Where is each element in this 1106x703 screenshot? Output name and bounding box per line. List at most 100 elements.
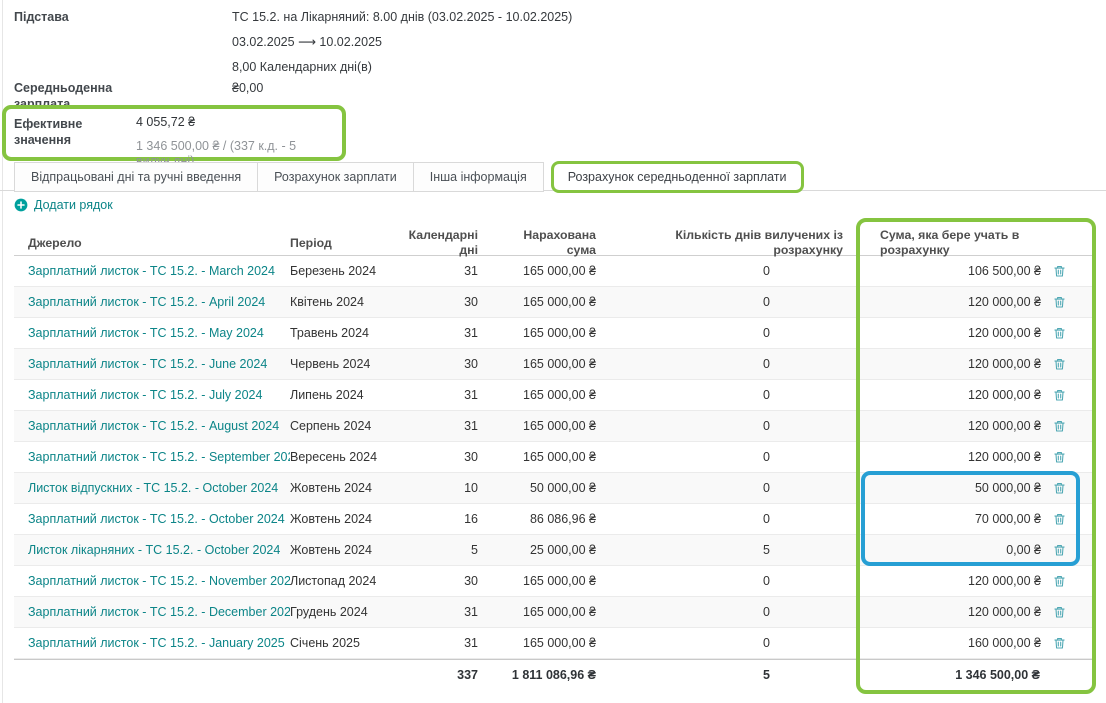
trash-icon[interactable] bbox=[1053, 326, 1066, 340]
period-cell: Серпень 2024 bbox=[290, 418, 372, 433]
accrued-sum-cell: 165 000,00 ₴ bbox=[523, 294, 596, 309]
table-row[interactable]: Зарплатний листок - ТС 15.2. - March 202… bbox=[14, 256, 1092, 287]
source-link[interactable]: Зарплатний листок - ТС 15.2. - October 2… bbox=[28, 511, 285, 526]
calendar-days-cell: 16 bbox=[464, 511, 478, 526]
header-included-sum: Сума, яка бере учать в розрахунку bbox=[880, 228, 1020, 257]
table-row[interactable]: Зарплатний листок - ТС 15.2. - December … bbox=[14, 597, 1092, 628]
source-link[interactable]: Зарплатний листок - ТС 15.2. - July 2024 bbox=[28, 387, 263, 402]
period-cell: Квітень 2024 bbox=[290, 294, 364, 309]
accrued-sum-cell: 50 000,00 ₴ bbox=[529, 480, 596, 495]
excluded-days-cell: 0 bbox=[763, 356, 770, 371]
tab-3[interactable]: Розрахунок середньоденної зарплати bbox=[550, 161, 804, 193]
calendar-days-cell: 31 bbox=[464, 263, 478, 278]
total-included-sum: 1 346 500,00 ₴ bbox=[955, 667, 1040, 682]
table-row[interactable]: Листок відпускних - ТС 15.2. - October 2… bbox=[14, 473, 1092, 504]
period-cell: Вересень 2024 bbox=[290, 449, 378, 464]
excluded-days-cell: 0 bbox=[763, 449, 770, 464]
calendar-days-cell: 31 bbox=[464, 387, 478, 402]
table-totals-row: 337 1 811 086,96 ₴ 5 1 346 500,00 ₴ bbox=[14, 659, 1092, 690]
table-row[interactable]: Зарплатний листок - ТС 15.2. - November … bbox=[14, 566, 1092, 597]
table-row[interactable]: Зарплатний листок - ТС 15.2. - July 2024… bbox=[14, 380, 1092, 411]
trash-icon[interactable] bbox=[1053, 543, 1066, 557]
included-sum-cell: 120 000,00 ₴ bbox=[968, 387, 1041, 402]
period-cell: Жовтень 2024 bbox=[290, 511, 372, 526]
add-row-label: Додати рядок bbox=[34, 198, 113, 212]
tab-2[interactable]: Інша інформація bbox=[412, 162, 544, 192]
trash-icon[interactable] bbox=[1053, 636, 1066, 650]
table-row[interactable]: Зарплатний листок - ТС 15.2. - October 2… bbox=[14, 504, 1092, 535]
included-sum-cell: 120 000,00 ₴ bbox=[968, 573, 1041, 588]
table-row[interactable]: Зарплатний листок - ТС 15.2. - January 2… bbox=[14, 628, 1092, 659]
source-link[interactable]: Зарплатний листок - ТС 15.2. - April 202… bbox=[28, 294, 266, 309]
table-row[interactable]: Зарплатний листок - ТС 15.2. - August 20… bbox=[14, 411, 1092, 442]
excluded-days-cell: 0 bbox=[763, 263, 770, 278]
trash-icon[interactable] bbox=[1053, 419, 1066, 433]
included-sum-cell: 160 000,00 ₴ bbox=[968, 635, 1041, 650]
source-link[interactable]: Зарплатний листок - ТС 15.2. - March 202… bbox=[28, 263, 275, 278]
excluded-days-cell: 0 bbox=[763, 325, 770, 340]
trash-icon[interactable] bbox=[1053, 512, 1066, 526]
excluded-days-cell: 0 bbox=[763, 387, 770, 402]
notebook-tabs: Відпрацьовані дні та ручні введення Розра… bbox=[14, 161, 804, 193]
table-row[interactable]: Зарплатний листок - ТС 15.2. - June 2024… bbox=[14, 349, 1092, 380]
total-excluded-days: 5 bbox=[763, 667, 770, 682]
table-row[interactable]: Зарплатний листок - ТС 15.2. - September… bbox=[14, 442, 1092, 473]
table-row[interactable]: Зарплатний листок - ТС 15.2. - May 2024 … bbox=[14, 318, 1092, 349]
tab-label: Розрахунок зарплати bbox=[274, 170, 397, 184]
calendar-days-cell: 31 bbox=[464, 604, 478, 619]
period-cell: Грудень 2024 bbox=[290, 604, 368, 619]
annotation-effective-value-box: Ефективне значення 4 055,72 ₴ 1 346 500,… bbox=[2, 105, 346, 168]
period-cell: Жовтень 2024 bbox=[290, 480, 372, 495]
tab-0[interactable]: Відпрацьовані дні та ручні введення bbox=[14, 162, 259, 192]
excluded-days-cell: 0 bbox=[763, 480, 770, 495]
source-link[interactable]: Зарплатний листок - ТС 15.2. - August 20… bbox=[28, 418, 280, 433]
trash-icon[interactable] bbox=[1053, 295, 1066, 309]
excluded-days-cell: 0 bbox=[763, 511, 770, 526]
included-sum-cell: 120 000,00 ₴ bbox=[968, 325, 1041, 340]
source-link[interactable]: Листок лікарняних - ТС 15.2. - October 2… bbox=[28, 542, 281, 557]
accrued-sum-cell: 86 086,96 ₴ bbox=[529, 511, 596, 526]
header-excluded-days: Кількість днів вилучених із розрахунку bbox=[675, 228, 843, 257]
table-row[interactable]: Листок лікарняних - ТС 15.2. - October 2… bbox=[14, 535, 1092, 566]
calendar-days-value: 8,00 Календарних дні(в) bbox=[232, 60, 372, 74]
source-link[interactable]: Листок відпускних - ТС 15.2. - October 2… bbox=[28, 480, 279, 495]
period-cell: Липень 2024 bbox=[290, 387, 364, 402]
trash-icon[interactable] bbox=[1053, 481, 1066, 495]
calendar-days-cell: 30 bbox=[464, 449, 478, 464]
source-link[interactable]: Зарплатний листок - ТС 15.2. - May 2024 bbox=[28, 325, 264, 340]
table-body: Зарплатний листок - ТС 15.2. - March 202… bbox=[14, 256, 1092, 659]
trash-icon[interactable] bbox=[1053, 605, 1066, 619]
source-link[interactable]: Зарплатний листок - ТС 15.2. - December … bbox=[28, 604, 290, 619]
period-cell: Жовтень 2024 bbox=[290, 542, 372, 557]
source-link[interactable]: Зарплатний листок - ТС 15.2. - June 2024 bbox=[28, 356, 268, 371]
period-cell: Листопад 2024 bbox=[290, 573, 377, 588]
header-period: Період bbox=[290, 235, 332, 250]
tab-label: Розрахунок середньоденної зарплати bbox=[567, 170, 787, 184]
tab-1[interactable]: Розрахунок зарплати bbox=[257, 162, 414, 192]
source-link[interactable]: Зарплатний листок - ТС 15.2. - September… bbox=[28, 449, 290, 464]
header-source: Джерело bbox=[28, 235, 82, 250]
trash-icon[interactable] bbox=[1053, 574, 1066, 588]
included-sum-cell: 120 000,00 ₴ bbox=[968, 449, 1041, 464]
accrued-sum-cell: 165 000,00 ₴ bbox=[523, 387, 596, 402]
source-link[interactable]: Зарплатний листок - ТС 15.2. - January 2… bbox=[28, 635, 285, 650]
header-accrued-sum: Нарахована сума bbox=[523, 228, 596, 257]
excluded-days-cell: 0 bbox=[763, 604, 770, 619]
trash-icon[interactable] bbox=[1053, 357, 1066, 371]
tab-label: Інша інформація bbox=[429, 170, 527, 184]
table-row[interactable]: Зарплатний листок - ТС 15.2. - April 202… bbox=[14, 287, 1092, 318]
accrued-sum-cell: 165 000,00 ₴ bbox=[523, 325, 596, 340]
trash-icon[interactable] bbox=[1053, 388, 1066, 402]
calendar-days-cell: 30 bbox=[464, 294, 478, 309]
effective-value: 4 055,72 ₴ bbox=[136, 115, 196, 129]
source-link[interactable]: Зарплатний листок - ТС 15.2. - November … bbox=[28, 573, 290, 588]
accrued-sum-cell: 165 000,00 ₴ bbox=[523, 356, 596, 371]
included-sum-cell: 0,00 ₴ bbox=[1006, 542, 1041, 557]
accrued-sum-cell: 165 000,00 ₴ bbox=[523, 418, 596, 433]
trash-icon[interactable] bbox=[1053, 450, 1066, 464]
included-sum-cell: 120 000,00 ₴ bbox=[968, 294, 1041, 309]
average-salary-value: ₴0,00 bbox=[232, 81, 264, 95]
add-row-button[interactable]: Додати рядок bbox=[14, 198, 113, 212]
trash-icon[interactable] bbox=[1053, 264, 1066, 278]
